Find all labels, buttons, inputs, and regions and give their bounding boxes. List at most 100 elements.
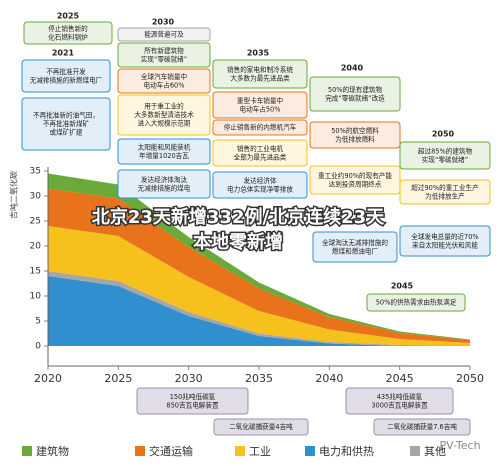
milestone-box-bg: [118, 28, 210, 41]
headline: 北京23天新增332例/北京连续23天: [92, 206, 385, 228]
legend-label: 交通运输: [149, 444, 193, 458]
milestone-box: [309, 165, 401, 195]
milestone-box-text: 全部为最先进品类: [234, 152, 287, 161]
milestone-year: 2021: [52, 49, 75, 58]
milestone-box-text: 重型卡车销量中: [237, 96, 283, 105]
milestone-box: [399, 225, 491, 257]
milestone-box: [399, 179, 491, 205]
hydrogen-ccus-box-text: 435兆吨低碳氢: [377, 392, 423, 401]
milestone-box-text: 全球汽车销量中: [141, 72, 187, 81]
hydrogen-ccus-box-text: 850吉瓦电解装置: [166, 400, 219, 409]
milestone-box-text: 进入大规模示范期: [138, 119, 191, 128]
milestone-box-text: 所有新建筑物: [144, 46, 184, 55]
milestone-box-bg: [213, 172, 307, 198]
hydrogen-ccus-box: [373, 418, 471, 436]
y-tick-label: 0: [35, 342, 41, 352]
milestone-year: 2040: [341, 64, 364, 73]
hydrogen-ccus-box-bg: [214, 419, 308, 435]
y-tick-label: 5: [35, 317, 41, 327]
milestone-box-text: 达到投资周期终点: [329, 179, 382, 188]
legend-swatch: [305, 446, 315, 456]
y-tick-label: 35: [30, 167, 41, 177]
legend-label: 电力和供热: [319, 444, 374, 458]
milestone-box-text: 电动车占60%: [143, 80, 184, 89]
hydrogen-ccus-box: [136, 387, 249, 415]
area: [48, 173, 470, 340]
x-tick-label: 2050: [456, 372, 484, 385]
milestone-box-text: 50%的现有建筑物: [328, 85, 383, 94]
hydrogen-ccus-box-bg: [346, 388, 453, 414]
milestone-box: [212, 139, 308, 167]
hydrogen-ccus-box-text: 二氧化碳捕获量4吉吨: [229, 422, 293, 431]
milestone-box-text: 不再批准新煤矿: [43, 119, 90, 128]
milestone-box-text: 能源普遍可及: [144, 30, 184, 39]
y-tick-label: 30: [30, 192, 42, 202]
milestone-box: [21, 59, 111, 93]
area: [48, 276, 470, 346]
hydrogen-ccus-box-text: 150兆吨低碳氢: [170, 392, 216, 401]
milestone-box-text: 重工业约90%的现有产能: [318, 171, 392, 180]
milestone-box: [212, 119, 308, 136]
milestone-box: [212, 91, 308, 119]
milestone-box-text: 发达经济体淘汰: [141, 175, 188, 184]
milestone-box-text: 用于重工业的: [144, 102, 184, 111]
milestone-box: [312, 231, 398, 263]
milestone-box-bg: [22, 98, 110, 150]
milestone-box-text: 超过90%的重工业生产: [411, 183, 479, 192]
milestone-box-bg: [118, 43, 210, 67]
hydrogen-ccus-box-text: 二氧化碳捕获量7.6吉吨: [387, 422, 457, 431]
area: [48, 188, 470, 343]
milestone-box: [366, 293, 466, 312]
milestone-box-text: 实现“零碳就绪”: [422, 155, 468, 164]
milestone-box-text: 电动车占50%: [239, 104, 280, 113]
milestone-box-text: 完成“零碳就绪”改造: [325, 93, 385, 102]
y-tick-label: 15: [30, 267, 41, 277]
milestone-year: 2025: [57, 12, 80, 21]
milestone-box: [212, 59, 308, 89]
milestone-box-bg: [400, 180, 490, 204]
milestone-box-text: 不再批准新的油气田，: [33, 111, 99, 120]
milestone-box-text: 不再批准开发: [46, 67, 86, 76]
x-tick-label: 2025: [104, 372, 132, 385]
milestone-year: 2045: [391, 282, 414, 291]
milestone-box: [309, 121, 401, 149]
milestone-box-text: 停止销售新的内燃机汽车: [224, 123, 297, 132]
x-tick-label: 2035: [245, 372, 273, 385]
legend-label: 其他: [424, 445, 446, 458]
milestone-box-bg: [310, 166, 400, 194]
milestone-box-bg: [24, 22, 112, 44]
milestone-box-text: 无减排措施的煤电: [138, 183, 191, 192]
milestone-box-bg: [400, 142, 490, 169]
headline: 本地零新增: [193, 231, 283, 253]
milestone-box-bg: [118, 139, 210, 164]
milestone-year: 2035: [247, 49, 270, 58]
legend-label: 建筑物: [36, 444, 69, 458]
milestone-box-text: 年增量1020吉瓦: [139, 151, 189, 160]
milestone-box-text: 50%的供热需求由热泵满足: [376, 298, 457, 307]
milestone-box: [117, 138, 211, 165]
milestone-box: [309, 76, 401, 112]
milestone-box-text: 销售的工业电机: [237, 144, 284, 153]
legend-swatch: [135, 446, 145, 456]
milestone-box-bg: [400, 226, 490, 256]
milestone-box-bg: [213, 140, 307, 166]
milestone-box-text: 50%的航空燃料: [331, 126, 379, 135]
milestone-year: 2050: [432, 130, 455, 139]
milestone-box-bg: [367, 294, 465, 311]
milestone-box: [117, 42, 211, 68]
x-tick-label: 2020: [34, 372, 62, 385]
milestone-box-bg: [313, 232, 397, 262]
milestone-box-bg: [213, 92, 307, 118]
legend-swatch: [235, 446, 245, 456]
legend-swatch: [22, 446, 32, 456]
hydrogen-ccus-box-bg: [137, 388, 248, 414]
watermark: PV-Tech: [439, 439, 480, 452]
milestone-box-text: 销售的家电和制冷系统: [227, 65, 293, 74]
milestone-box-bg: [310, 122, 400, 148]
milestone-box: [23, 21, 113, 45]
milestone-box-bg: [118, 95, 210, 135]
x-tick-label: 2045: [386, 372, 414, 385]
hydrogen-ccus-box-text: 3000吉瓦电解装置: [371, 400, 428, 409]
milestone-box-bg: [22, 60, 110, 92]
